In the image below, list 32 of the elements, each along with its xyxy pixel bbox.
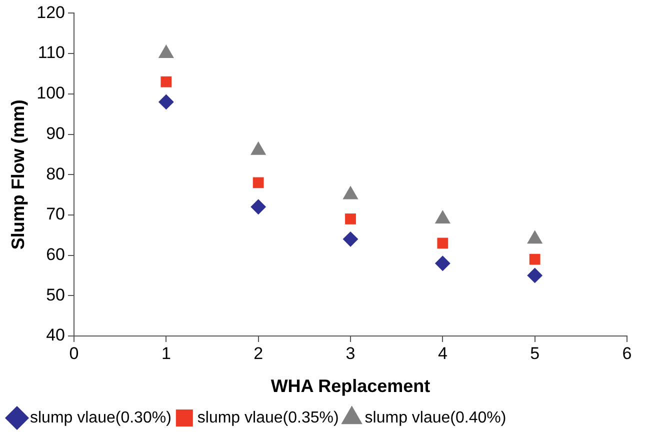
legend-label: slump vlaue(0.30%) [30, 409, 172, 426]
x-tick-label: 1 [161, 344, 171, 364]
point [529, 254, 540, 265]
y-tick-label: 110 [38, 43, 65, 62]
x-tick-label: 2 [254, 344, 264, 364]
x-tick-label: 6 [622, 344, 632, 364]
legend-label: slump vlaue(0.40%) [364, 409, 506, 426]
point [345, 214, 356, 224]
x-tick-label: 0 [69, 344, 79, 364]
y-tick-label: 70 [46, 204, 65, 224]
point [437, 238, 448, 249]
y-tick-label: 90 [46, 124, 65, 143]
x-tick-label: 4 [438, 344, 448, 364]
x-axis-title: WHA Replacement [270, 376, 430, 396]
point [158, 94, 174, 110]
point [252, 177, 264, 188]
point [250, 199, 266, 214]
y-axis-title: Slump Flow (mm) [8, 100, 28, 250]
point [343, 232, 358, 247]
point [158, 45, 174, 58]
x-tick-label: 5 [530, 344, 540, 364]
y-tick-label: 40 [46, 326, 65, 345]
y-tick-label: 60 [46, 244, 65, 264]
point [435, 256, 450, 271]
point [527, 268, 542, 283]
y-tick-label: 50 [46, 285, 65, 304]
legend-label: slump vlaue(0.35%) [197, 409, 339, 426]
point [160, 76, 172, 88]
y-tick-label: 80 [46, 164, 65, 184]
y-tick-label: 100 [36, 84, 65, 103]
y-tick-label: 120 [36, 2, 65, 22]
x-tick-label: 3 [346, 344, 356, 364]
